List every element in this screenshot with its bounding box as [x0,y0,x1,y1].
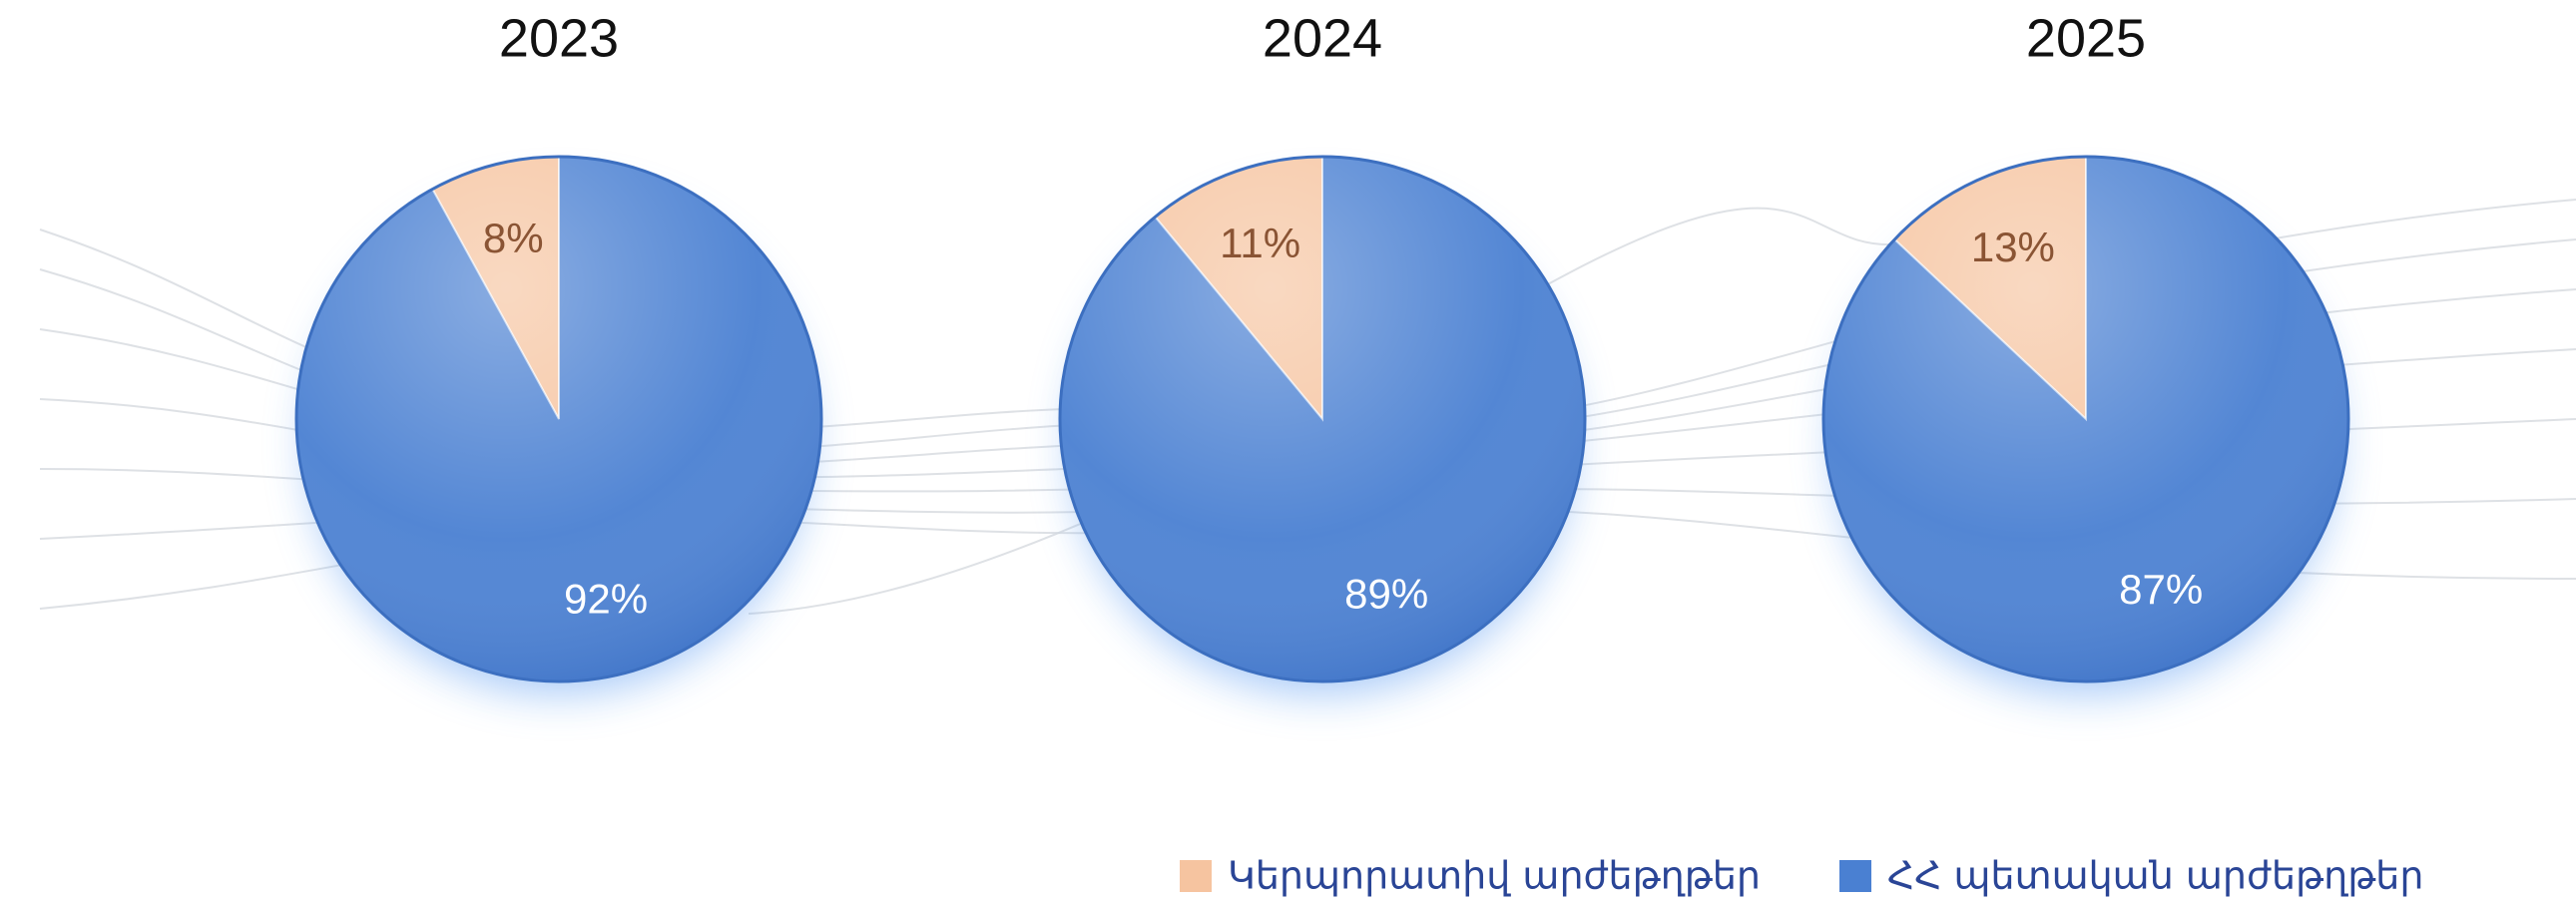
legend: Կերպորատիվ արժեթղթեր ՀՀ պետական արժեթղթեր [1180,854,2423,898]
value-label: 11% [1220,220,1300,266]
pie-chart: 2025 13% 87% [1821,8,2350,693]
chart-title: 2024 [1263,8,1382,68]
pie-gloss [1058,155,1587,683]
legend-label: Կերպորատիվ արժեթղթեր [1228,854,1761,898]
legend-label: ՀՀ պետական արժեթղթեր [1887,854,2423,898]
legend-swatch [1180,860,1212,892]
chart-title: 2025 [2026,8,2146,68]
pie-chart: 2023 8% 92% [294,8,823,693]
chart-title: 2023 [499,8,619,68]
pie-gloss [294,155,823,683]
value-label: 13% [1971,224,2055,270]
pie-chart: 2024 11% 89% [1058,8,1587,693]
value-label: 87% [2119,566,2203,613]
pie-gloss [1821,155,2350,683]
value-label: 92% [564,576,648,623]
value-label: 89% [1344,570,1428,617]
legend-swatch [1839,860,1871,892]
value-label: 8% [483,215,544,261]
pies: 2023 8% 92% 2024 11% 89% 2025 13% 87% [294,8,2350,693]
